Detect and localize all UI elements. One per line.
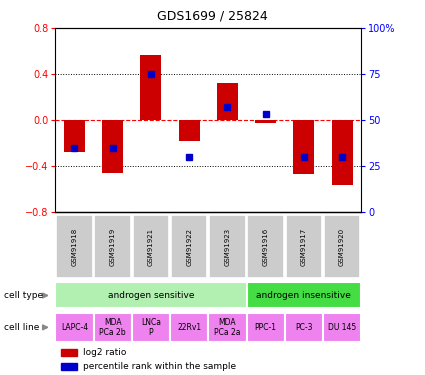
Bar (293, 120, 314, 174)
Text: GSM91919: GSM91919 (110, 227, 116, 266)
Text: PC-3: PC-3 (295, 322, 313, 332)
Text: cell type: cell type (4, 291, 43, 300)
Text: GSM91923: GSM91923 (224, 228, 230, 266)
Text: DU 145: DU 145 (328, 322, 356, 332)
Text: 22Rv1: 22Rv1 (177, 322, 201, 332)
Bar (140, 54, 162, 120)
FancyBboxPatch shape (324, 215, 360, 278)
Bar (332, 120, 353, 186)
FancyBboxPatch shape (132, 312, 170, 342)
FancyBboxPatch shape (208, 312, 246, 342)
Bar (102, 120, 123, 173)
Text: MDA
PCa 2a: MDA PCa 2a (214, 318, 241, 336)
FancyBboxPatch shape (171, 215, 207, 278)
FancyBboxPatch shape (94, 312, 132, 342)
FancyBboxPatch shape (94, 215, 131, 278)
Text: percentile rank within the sample: percentile rank within the sample (83, 362, 236, 371)
FancyBboxPatch shape (246, 312, 285, 342)
Text: GSM91922: GSM91922 (186, 228, 192, 266)
Bar (61, 363, 76, 370)
Text: LNCa
P: LNCa P (141, 318, 161, 336)
Text: GSM91918: GSM91918 (71, 227, 77, 266)
Text: log2 ratio: log2 ratio (83, 348, 126, 357)
Text: PPC-1: PPC-1 (255, 322, 277, 332)
FancyBboxPatch shape (246, 282, 361, 308)
FancyBboxPatch shape (133, 215, 169, 278)
FancyBboxPatch shape (247, 215, 284, 278)
FancyBboxPatch shape (323, 312, 361, 342)
FancyBboxPatch shape (285, 312, 323, 342)
Text: GSM91916: GSM91916 (263, 227, 269, 266)
Bar (255, 120, 276, 123)
Bar (64, 120, 85, 152)
Text: androgen insensitive: androgen insensitive (256, 291, 351, 300)
Text: LAPC-4: LAPC-4 (61, 322, 88, 332)
Text: GSM91920: GSM91920 (339, 228, 345, 266)
Bar (61, 349, 76, 356)
FancyBboxPatch shape (56, 215, 93, 278)
Text: GSM91921: GSM91921 (148, 228, 154, 266)
FancyBboxPatch shape (286, 215, 322, 278)
FancyBboxPatch shape (55, 312, 94, 342)
FancyBboxPatch shape (170, 312, 208, 342)
Bar (178, 120, 200, 141)
Text: MDA
PCa 2b: MDA PCa 2b (99, 318, 126, 336)
Bar (217, 83, 238, 120)
Text: GDS1699 / 25824: GDS1699 / 25824 (157, 9, 268, 22)
FancyBboxPatch shape (55, 282, 246, 308)
FancyBboxPatch shape (209, 215, 246, 278)
Text: androgen sensitive: androgen sensitive (108, 291, 194, 300)
Text: cell line: cell line (4, 323, 40, 332)
Text: GSM91917: GSM91917 (301, 227, 307, 266)
